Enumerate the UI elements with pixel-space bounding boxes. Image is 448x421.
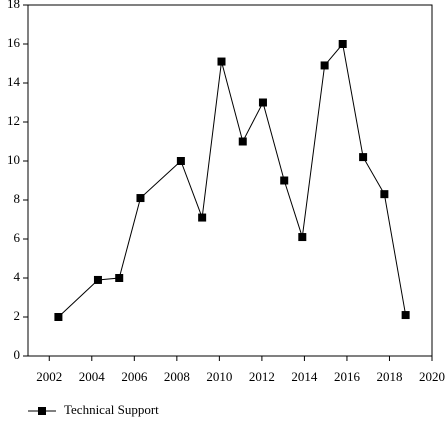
legend-label: Technical Support <box>64 402 159 417</box>
marker <box>136 194 145 203</box>
marker <box>380 190 389 199</box>
marker <box>401 311 410 320</box>
x-tick-label: 2002 <box>36 369 62 384</box>
x-tick-label: 2010 <box>206 369 232 384</box>
y-tick-label: 12 <box>7 113 20 128</box>
y-tick-label: 8 <box>14 191 21 206</box>
y-tick-label: 18 <box>7 0 20 11</box>
x-tick-label: 2004 <box>79 369 106 384</box>
marker <box>198 213 207 222</box>
y-tick-label: 10 <box>7 152 20 167</box>
marker <box>258 98 267 107</box>
x-tick-label: 2016 <box>334 369 361 384</box>
marker <box>238 137 247 146</box>
x-tick-label: 2012 <box>249 369 275 384</box>
x-tick-label: 2020 <box>419 369 445 384</box>
x-tick-label: 2006 <box>121 369 148 384</box>
x-tick-label: 2008 <box>164 369 190 384</box>
y-tick-label: 4 <box>14 269 21 284</box>
marker <box>280 176 289 185</box>
y-tick-label: 6 <box>14 230 21 245</box>
y-tick-label: 16 <box>7 35 21 50</box>
marker <box>115 274 124 282</box>
x-tick-label: 2018 <box>376 369 402 384</box>
marker <box>93 275 102 284</box>
series-line <box>58 42 407 318</box>
marker <box>338 40 347 48</box>
marker <box>320 61 329 70</box>
x-tick-label: 2014 <box>291 369 318 384</box>
y-tick-label: 14 <box>7 74 21 89</box>
y-tick-label: 0 <box>14 347 21 362</box>
marker <box>176 157 185 165</box>
legend-marker <box>38 407 46 415</box>
marker <box>217 57 226 66</box>
y-tick-label: 2 <box>14 308 21 323</box>
marker <box>298 233 307 242</box>
marker <box>359 153 368 162</box>
marker <box>54 313 63 321</box>
plot-frame <box>27 4 433 357</box>
